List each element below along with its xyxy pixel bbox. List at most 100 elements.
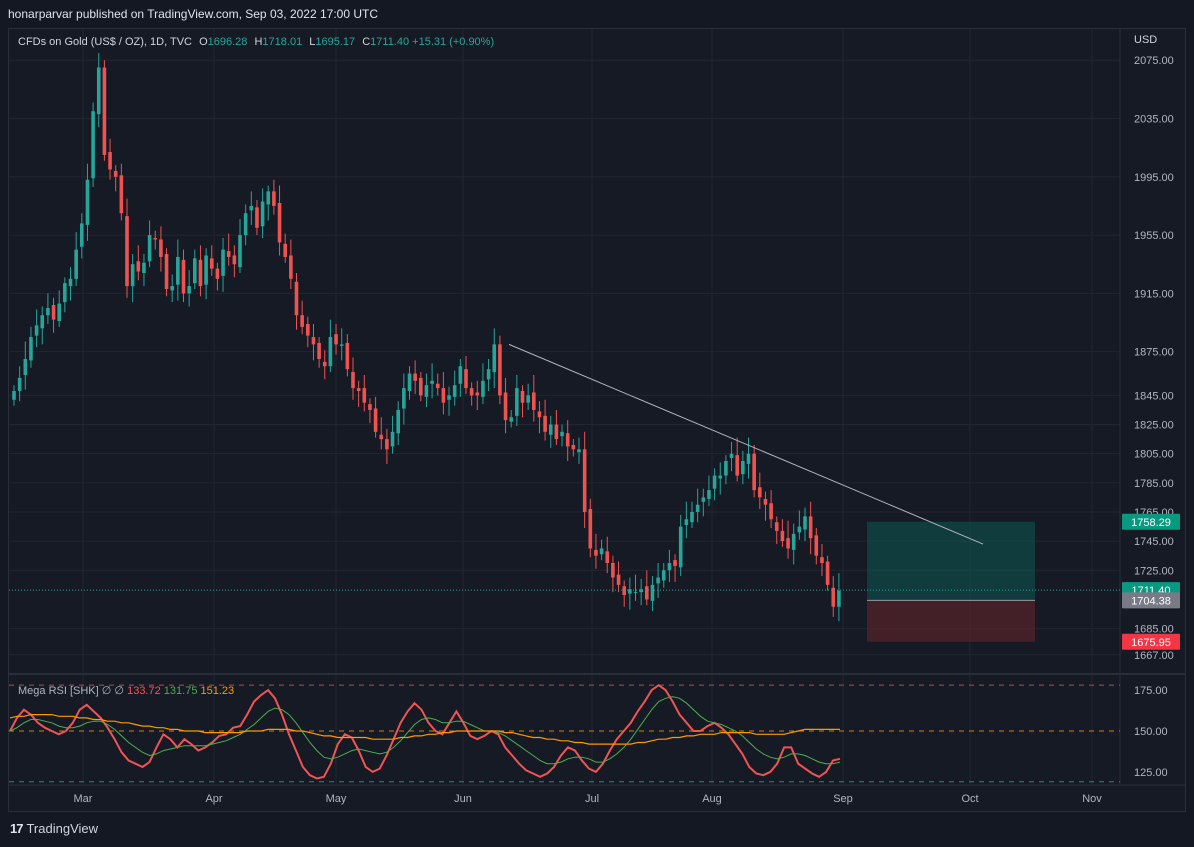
- visibility-icon[interactable]: ∅: [101, 685, 112, 697]
- candle-body: [452, 385, 457, 397]
- candle-body: [294, 281, 299, 316]
- rsi-value-2: 131.75: [163, 685, 198, 697]
- candle-body: [334, 334, 338, 345]
- candle-body: [430, 380, 434, 384]
- candle-body: [17, 377, 22, 392]
- candle-body: [837, 590, 841, 607]
- candle-body: [435, 383, 440, 389]
- price-tick-label: 2035.00: [1134, 113, 1174, 125]
- candle-body: [458, 366, 463, 384]
- candle-body: [628, 589, 632, 594]
- candle-body: [820, 557, 824, 563]
- candle-body: [746, 453, 751, 464]
- candle-body: [136, 261, 141, 272]
- candle-body: [661, 570, 666, 581]
- candle-body: [695, 504, 700, 512]
- candle-body: [243, 213, 248, 236]
- candle-body: [605, 551, 610, 563]
- candle-body: [650, 584, 655, 601]
- candle-body: [774, 522, 779, 531]
- currency-label[interactable]: USD: [1134, 34, 1158, 46]
- publish-header: honarparvar published on TradingView.com…: [8, 7, 379, 21]
- candle-body: [187, 286, 191, 294]
- candle-body: [238, 235, 242, 268]
- candle-body: [565, 433, 570, 447]
- rsi-tick-label: 175.00: [1134, 685, 1168, 697]
- candle-body: [29, 337, 33, 361]
- candle-body: [633, 592, 638, 594]
- candle-body: [532, 392, 536, 410]
- price-tick-label: 1845.00: [1134, 390, 1174, 402]
- footer-brand[interactable]: 17 TradingView: [10, 821, 98, 836]
- candle-body: [125, 216, 129, 287]
- candle-body: [362, 388, 367, 403]
- candle-body: [464, 369, 468, 389]
- candle-body: [255, 207, 259, 228]
- candle-body: [690, 511, 694, 523]
- price-badge-label: 1704.38: [1131, 595, 1171, 607]
- candle-body: [520, 391, 525, 403]
- price-badge-label: 1758.29: [1131, 517, 1171, 529]
- candle-body: [147, 235, 152, 262]
- candle-body: [12, 391, 16, 400]
- candle-body: [611, 562, 615, 578]
- high-value: 1718.01: [262, 36, 303, 48]
- candle-body: [176, 256, 180, 285]
- price-badge-label: 1675.95: [1131, 637, 1171, 649]
- candle-body: [825, 561, 830, 585]
- rsi-name[interactable]: Mega RSI [SHK]: [18, 685, 99, 697]
- close-label: C: [362, 36, 371, 48]
- chart-frame[interactable]: [8, 28, 1186, 812]
- candle-body: [724, 460, 728, 476]
- candle-body: [385, 439, 389, 450]
- candle-body: [808, 516, 813, 539]
- candle-body: [582, 449, 587, 512]
- rsi-series-line: [9, 713, 840, 745]
- candle-body: [159, 239, 163, 257]
- candle-body: [594, 549, 598, 556]
- candle-body: [306, 323, 310, 336]
- candle-body: [752, 453, 756, 491]
- candle-body: [193, 258, 197, 284]
- candle-body: [63, 283, 67, 303]
- candle-body: [571, 444, 576, 450]
- candle-body: [707, 490, 711, 499]
- candle-body: [588, 509, 593, 549]
- candle-body: [23, 358, 28, 375]
- high-label: H: [254, 36, 263, 48]
- candle-body: [390, 431, 395, 447]
- candle-body: [102, 67, 107, 155]
- symbol-name[interactable]: CFDs on Gold (US$ / OZ), 1D, TVC: [18, 36, 193, 48]
- candle-body: [645, 586, 649, 600]
- candle-body: [113, 170, 118, 177]
- time-tick-label: Mar: [74, 793, 93, 805]
- candle-body: [249, 205, 254, 211]
- stop-loss-zone: [867, 600, 1035, 642]
- rsi-series-line: [9, 683, 841, 780]
- candle-body: [379, 434, 384, 440]
- candle-body: [91, 111, 95, 179]
- candle-body: [142, 262, 146, 273]
- rsi-legend: Mega RSI [SHK] ∅ ∅ 133.72 131.75 151.23: [18, 684, 234, 697]
- settings-icon[interactable]: ∅: [114, 685, 125, 697]
- candle-body: [289, 255, 293, 279]
- candle-body: [221, 249, 225, 276]
- price-tick-label: 1875.00: [1134, 347, 1174, 359]
- candle-body: [328, 337, 333, 367]
- open-label: O: [199, 36, 208, 48]
- price-tick-label: 1785.00: [1134, 478, 1174, 490]
- take-profit-zone: [867, 521, 1035, 601]
- candle-body: [339, 344, 344, 346]
- candle-body: [300, 315, 304, 327]
- price-tick-label: 1825.00: [1134, 420, 1174, 432]
- price-tick-label: 1995.00: [1134, 172, 1174, 184]
- time-tick-label: Aug: [702, 793, 722, 805]
- candle-body: [40, 315, 45, 329]
- candle-body: [368, 404, 372, 410]
- candle-body: [554, 424, 559, 440]
- change-value: +15.31 (+0.90%): [412, 36, 495, 48]
- candle-body: [396, 409, 400, 434]
- candle-body: [46, 307, 50, 316]
- candle-body: [735, 455, 739, 476]
